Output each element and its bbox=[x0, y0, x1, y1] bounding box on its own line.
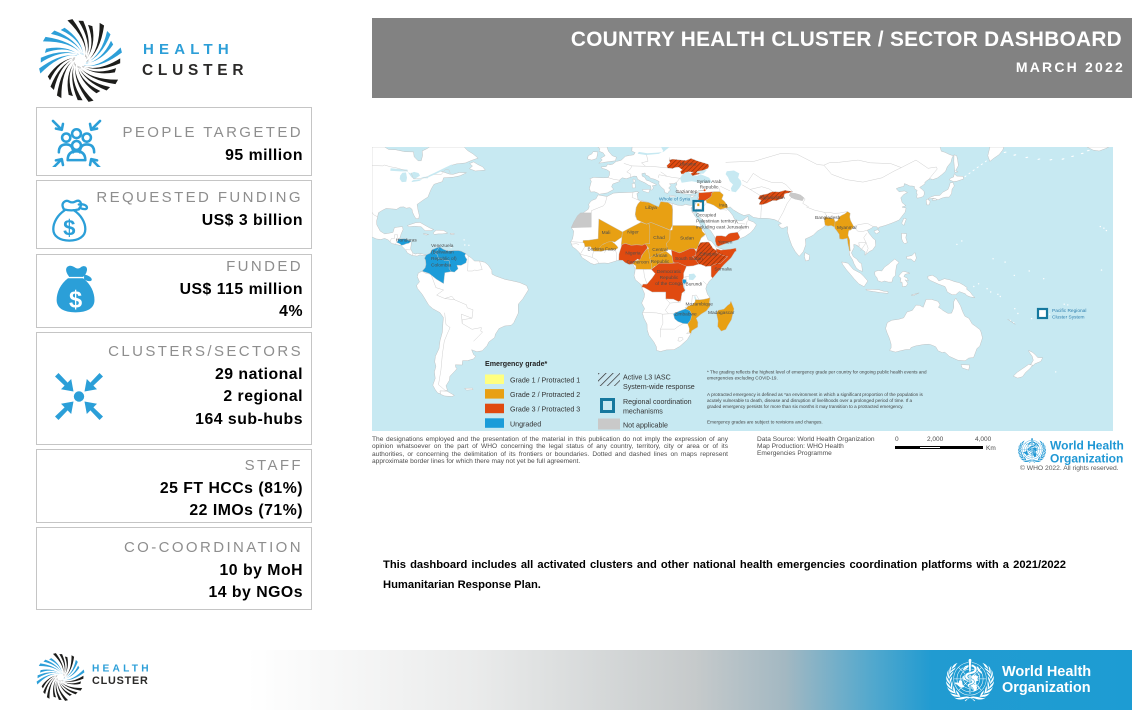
svg-text:World Health: World Health bbox=[1050, 439, 1124, 453]
svg-text:* The grading reflects the hig: * The grading reflects the highest level… bbox=[707, 370, 927, 375]
svg-text:Cluster System: Cluster System bbox=[1052, 315, 1085, 321]
svg-text:Grade 2 / Protracted 2: Grade 2 / Protracted 2 bbox=[510, 391, 580, 399]
svg-text:Iraq: Iraq bbox=[719, 202, 728, 208]
svg-text:Republic: Republic bbox=[651, 259, 670, 265]
svg-text:Ungraded: Ungraded bbox=[510, 420, 541, 428]
svg-text:Emergency grade*: Emergency grade* bbox=[485, 360, 548, 368]
svg-text:acutely vulnerable to death, d: acutely vulnerable to death, disease and… bbox=[707, 398, 913, 403]
svg-text:Venezuela: Venezuela bbox=[431, 243, 454, 249]
svg-text:Honduras: Honduras bbox=[396, 238, 417, 244]
svg-text:Yemen: Yemen bbox=[718, 240, 733, 246]
svg-text:Whole of Syria: Whole of Syria bbox=[659, 197, 691, 203]
svg-text:Ukraine: Ukraine bbox=[680, 162, 697, 168]
svg-text:(Bolivarian: (Bolivarian bbox=[431, 250, 454, 256]
svg-text:$: $ bbox=[69, 288, 82, 314]
svg-text:Democratic: Democratic bbox=[657, 269, 682, 275]
svg-text:Ethiopia: Ethiopia bbox=[699, 252, 717, 258]
svg-text:African: African bbox=[653, 253, 668, 259]
svg-text:Bangladesh: Bangladesh bbox=[815, 215, 841, 221]
svg-text:CLUSTER: CLUSTER bbox=[92, 675, 149, 687]
svg-text:South Sudan: South Sudan bbox=[675, 256, 703, 262]
svg-text:Grade 1 / Protracted 1: Grade 1 / Protracted 1 bbox=[510, 377, 580, 385]
svg-text:Madagascar: Madagascar bbox=[708, 310, 735, 316]
svg-text:Libya: Libya bbox=[645, 205, 657, 211]
svg-text:Active L3 IASC: Active L3 IASC bbox=[623, 374, 671, 382]
svg-text:of the Congo: of the Congo bbox=[655, 281, 683, 287]
svg-text:Grade 3 / Protracted 3: Grade 3 / Protracted 3 bbox=[510, 406, 580, 414]
svg-text:Organization: Organization bbox=[1002, 680, 1091, 696]
svg-text:mechanisms: mechanisms bbox=[623, 408, 663, 416]
svg-text:CLUSTER: CLUSTER bbox=[142, 62, 248, 79]
svg-text:Nigeria: Nigeria bbox=[625, 251, 641, 257]
svg-text:Organization: Organization bbox=[1050, 452, 1123, 466]
svg-text:Republic of): Republic of) bbox=[431, 256, 457, 262]
svg-text:Regional coordination: Regional coordination bbox=[623, 398, 692, 406]
svg-text:Myanmar: Myanmar bbox=[837, 225, 857, 231]
svg-text:Burkina Faso: Burkina Faso bbox=[588, 247, 617, 253]
svg-text:A protracted emergency is defi: A protracted emergency is defined as *an… bbox=[707, 392, 923, 397]
svg-text:Mali: Mali bbox=[602, 230, 611, 236]
svg-text:Zimbabwe: Zimbabwe bbox=[675, 312, 697, 318]
svg-text:HEALTH: HEALTH bbox=[143, 41, 234, 58]
svg-text:Afghanistan: Afghanistan bbox=[759, 195, 785, 201]
svg-text:Chad: Chad bbox=[653, 235, 665, 241]
svg-text:Colombia: Colombia bbox=[431, 263, 452, 269]
svg-text:System-wide response: System-wide response bbox=[623, 383, 695, 391]
svg-text:Burundi: Burundi bbox=[686, 282, 703, 288]
svg-text:Gaziantep: Gaziantep bbox=[676, 189, 698, 195]
svg-text:Republic: Republic bbox=[700, 185, 719, 191]
svg-text:emergencies excluding COVID-19: emergencies excluding COVID-19. bbox=[707, 376, 778, 381]
svg-text:Mozambique: Mozambique bbox=[686, 302, 714, 308]
svg-text:Central: Central bbox=[652, 247, 667, 253]
svg-text:Niger: Niger bbox=[627, 230, 639, 236]
svg-text:Syrian Arab: Syrian Arab bbox=[697, 179, 722, 185]
svg-text:Emergency grades are subject t: Emergency grades are subject to revision… bbox=[707, 420, 823, 425]
svg-text:$: $ bbox=[63, 216, 76, 241]
svg-text:Not applicable: Not applicable bbox=[623, 422, 668, 430]
svg-text:Palestinian territory,: Palestinian territory, bbox=[696, 219, 738, 225]
svg-text:graded emergency persists for: graded emergency persists for more than … bbox=[707, 404, 904, 409]
svg-text:Republic: Republic bbox=[660, 275, 679, 281]
svg-text:Occupied: Occupied bbox=[696, 213, 717, 219]
svg-text:Somalia: Somalia bbox=[714, 267, 732, 273]
svg-text:HEALTH: HEALTH bbox=[92, 664, 152, 675]
svg-text:Cameroon: Cameroon bbox=[627, 260, 650, 266]
svg-text:Sudan: Sudan bbox=[680, 236, 694, 242]
svg-text:including east Jerusalem: including east Jerusalem bbox=[696, 225, 749, 231]
svg-text:Pacific Regional: Pacific Regional bbox=[1052, 308, 1086, 314]
svg-text:World Health: World Health bbox=[1002, 664, 1091, 680]
